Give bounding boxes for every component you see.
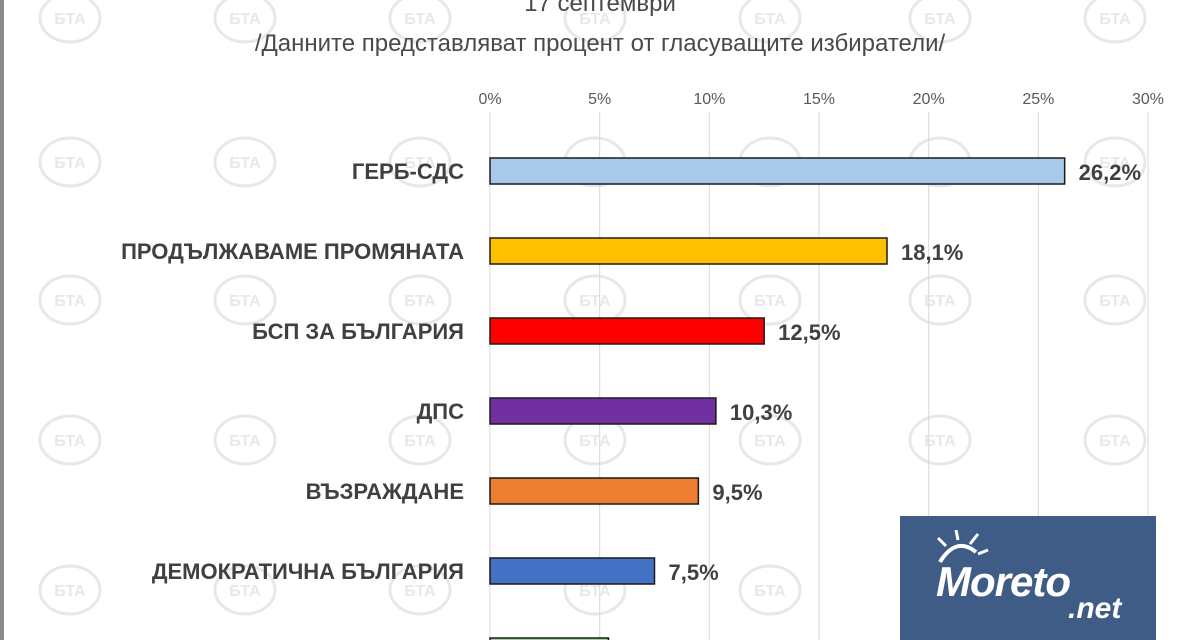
- sun-icon: [936, 530, 989, 564]
- svg-text:БТА: БТА: [579, 583, 611, 600]
- x-tick-label: 0%: [478, 91, 501, 108]
- svg-text:БТА: БТА: [54, 155, 86, 172]
- watermark: БТА: [738, 564, 802, 616]
- watermark: БТА: [563, 0, 627, 44]
- chart-subtitle: /Данните представляват процент от гласув…: [254, 30, 946, 57]
- watermark: БТА: [38, 0, 102, 44]
- bars: [489, 157, 1066, 640]
- category-label: ДПС: [417, 399, 464, 424]
- chart-title: 17 септември: [524, 0, 676, 17]
- value-label: 18,1%: [901, 240, 963, 265]
- category-label: ВЪЗРАЖДАНЕ: [306, 479, 464, 504]
- category-label: БСП ЗА БЪЛГАРИЯ: [252, 319, 464, 344]
- x-tick-label: 10%: [693, 91, 725, 108]
- category-label: ПРОДЪЛЖАВАМЕ ПРОМЯНАТА: [121, 239, 464, 264]
- value-label: 26,2%: [1079, 160, 1141, 185]
- svg-text:БТА: БТА: [754, 11, 786, 28]
- watermark: БТА: [908, 0, 972, 44]
- logo-text: Moreto: [936, 558, 1071, 605]
- svg-text:БТА: БТА: [1099, 293, 1131, 310]
- watermark: БТА: [388, 136, 452, 188]
- svg-text:БТА: БТА: [754, 433, 786, 450]
- watermark: БТА: [213, 274, 277, 326]
- svg-text:БТА: БТА: [579, 293, 611, 310]
- svg-text:БТА: БТА: [1099, 155, 1131, 172]
- svg-text:БТА: БТА: [579, 11, 611, 28]
- value-labels: 26,2%18,1%12,5%10,3%9,5%7,5%5,4%: [669, 160, 1142, 585]
- svg-text:БТА: БТА: [54, 433, 86, 450]
- x-tick-label: 30%: [1132, 91, 1164, 108]
- watermark: БТА: [1083, 414, 1147, 466]
- svg-text:БТА: БТА: [1099, 11, 1131, 28]
- value-label: 7,5%: [669, 560, 719, 585]
- svg-text:БТА: БТА: [754, 293, 786, 310]
- x-tick-label: 5%: [588, 91, 611, 108]
- x-tick-label: 15%: [803, 91, 835, 108]
- watermark: БТА: [563, 274, 627, 326]
- watermark: БТА: [38, 274, 102, 326]
- bar: [489, 637, 610, 640]
- svg-text:БТА: БТА: [54, 293, 86, 310]
- logo-subtext: .net: [1068, 592, 1122, 625]
- x-tick-label: 20%: [913, 91, 945, 108]
- watermark: БТА: [388, 564, 452, 616]
- category-label: ДЕМОКРАТИЧНА БЪЛГАРИЯ: [152, 559, 464, 584]
- category-labels: ГЕРБ-СДС ПРОДЪЛЖАВАМЕ ПРОМЯНАТА БСП ЗА БЪЛ…: [121, 159, 464, 640]
- watermark: БТА: [908, 274, 972, 326]
- svg-text:БТА: БТА: [229, 433, 261, 450]
- svg-text:БТА: БТА: [229, 11, 261, 28]
- bar: [489, 157, 1066, 185]
- svg-text:БТА: БТА: [404, 155, 436, 172]
- value-label: 12,5%: [778, 320, 840, 345]
- watermark: БТА: [738, 0, 802, 44]
- watermark: БТА: [1083, 136, 1147, 188]
- watermark: БТА: [213, 0, 277, 44]
- watermark: БТА: [1083, 0, 1147, 44]
- svg-text:БТА: БТА: [1099, 433, 1131, 450]
- svg-text:БТА: БТА: [404, 293, 436, 310]
- watermark: БТА: [908, 414, 972, 466]
- svg-text:БТА: БТА: [229, 155, 261, 172]
- watermark: БТА: [38, 414, 102, 466]
- svg-text:БТА: БТА: [579, 433, 611, 450]
- svg-text:БТА: БТА: [54, 11, 86, 28]
- bar: [489, 477, 700, 505]
- svg-text:БТА: БТА: [54, 583, 86, 600]
- svg-text:БТА: БТА: [404, 583, 436, 600]
- bar: [489, 237, 888, 265]
- bar: [489, 397, 717, 425]
- bar: [489, 557, 656, 585]
- watermark: БТА: [1083, 274, 1147, 326]
- svg-text:БТА: БТА: [229, 293, 261, 310]
- svg-text:БТА: БТА: [924, 11, 956, 28]
- value-label: 9,5%: [712, 480, 762, 505]
- watermark: БТА: [213, 136, 277, 188]
- svg-text:БТА: БТА: [924, 293, 956, 310]
- watermark: БТА: [738, 274, 802, 326]
- watermark: БТА: [38, 564, 102, 616]
- svg-text:БТА: БТА: [404, 11, 436, 28]
- svg-text:БТА: БТА: [229, 583, 261, 600]
- svg-text:БТА: БТА: [404, 433, 436, 450]
- category-label: ГЕРБ-СДС: [352, 159, 464, 184]
- x-tick-label: 25%: [1022, 91, 1054, 108]
- watermark: БТА: [213, 564, 277, 616]
- svg-text:БТА: БТА: [924, 433, 956, 450]
- watermark: БТА: [388, 0, 452, 44]
- watermark-layer: БТА БТА БТА БТА БТА БТА БТА БТА БТА БТА БТА БТА БТА Б…: [38, 0, 1147, 616]
- svg-text:БТА: БТА: [754, 583, 786, 600]
- watermark: БТА: [38, 136, 102, 188]
- watermark: БТА: [388, 414, 452, 466]
- value-label: 10,3%: [730, 400, 792, 425]
- bar: [489, 317, 765, 345]
- frame-border: [0, 0, 4, 640]
- x-tick-labels: 0% 5% 10% 15% 20% 25% 30%: [478, 91, 1164, 108]
- moreto-logo: Moreto .net: [900, 516, 1156, 640]
- watermark: БТА: [388, 274, 452, 326]
- watermark: БТА: [213, 414, 277, 466]
- watermark: БТА: [738, 414, 802, 466]
